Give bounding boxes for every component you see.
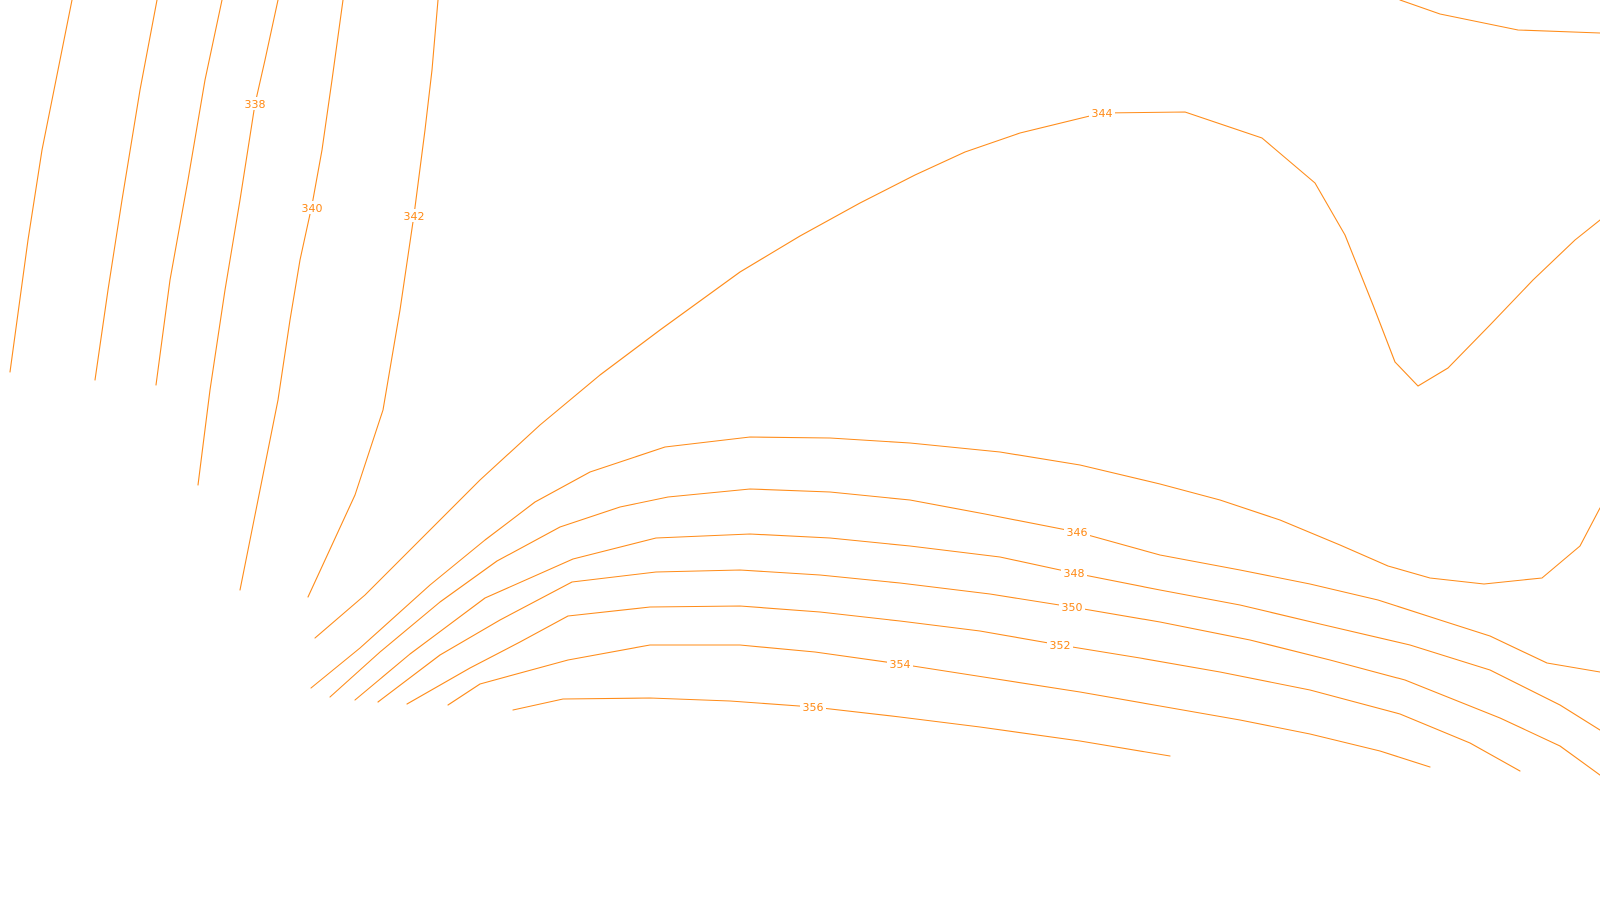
contour-342-line bbox=[307, 0, 439, 598]
contour-338-label-background bbox=[242, 97, 268, 110]
contour-354-line bbox=[447, 644, 1431, 768]
contour-342-label-background bbox=[401, 209, 427, 222]
contour-340-label-background bbox=[299, 201, 325, 214]
contour-unlabeled-mid-left-line bbox=[155, 0, 223, 386]
contour-350-line bbox=[377, 569, 1600, 776]
contour-342-label: 342 bbox=[404, 210, 425, 223]
contour-338-label: 338 bbox=[245, 98, 266, 111]
contour-352-line bbox=[406, 605, 1521, 772]
contour-348-label: 348 bbox=[1064, 567, 1085, 580]
contour-348-label-background bbox=[1061, 566, 1087, 579]
contour-350-label-background bbox=[1059, 600, 1085, 613]
contour-348-line bbox=[354, 533, 1600, 731]
contour-unlabeled-left-line bbox=[94, 0, 158, 381]
contour-354-label-background bbox=[887, 657, 913, 670]
contour-346-label-background bbox=[1064, 525, 1090, 538]
contour-340-label: 340 bbox=[302, 202, 323, 215]
contour-356-label-background bbox=[800, 700, 826, 713]
contour-344-label-background bbox=[1089, 106, 1115, 119]
contour-354-label: 354 bbox=[890, 658, 911, 671]
contour-unlabeled-top-right-line bbox=[1399, 0, 1600, 34]
contour-346-line bbox=[329, 488, 1600, 698]
contour-352-label: 352 bbox=[1050, 639, 1071, 652]
contour-344-line bbox=[314, 111, 1600, 639]
contour-356-line bbox=[512, 697, 1171, 757]
contour-352-label-background bbox=[1047, 638, 1073, 651]
contour-344-label: 344 bbox=[1092, 107, 1113, 120]
contour-350-label: 350 bbox=[1062, 601, 1083, 614]
contour-unlabeled-right-hook-line bbox=[310, 436, 1600, 689]
contour-346-label: 346 bbox=[1067, 526, 1088, 539]
contour-356-label: 356 bbox=[803, 701, 824, 714]
contour-338-line bbox=[197, 0, 279, 486]
contour-unlabeled-far-left-line bbox=[9, 0, 73, 373]
contour-340-line bbox=[239, 0, 344, 591]
